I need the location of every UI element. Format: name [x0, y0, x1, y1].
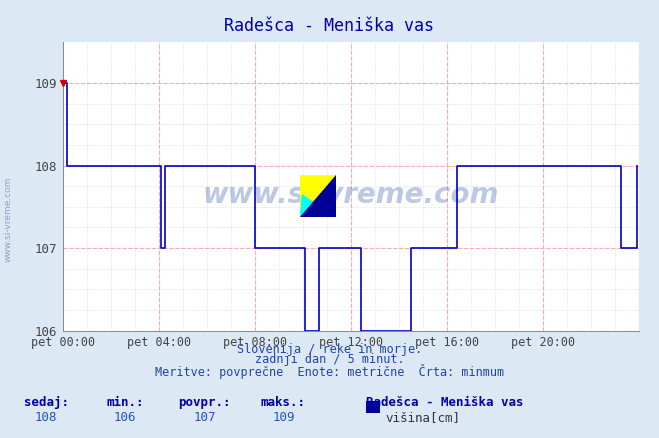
Text: Radešca - Meniška vas: Radešca - Meniška vas — [225, 17, 434, 35]
Text: 107: 107 — [193, 411, 215, 424]
Text: Radešca - Meniška vas: Radešca - Meniška vas — [366, 396, 523, 410]
Text: povpr.:: povpr.: — [178, 396, 231, 410]
Text: www.si-vreme.com: www.si-vreme.com — [203, 181, 499, 209]
Text: Meritve: povprečne  Enote: metrične  Črta: minmum: Meritve: povprečne Enote: metrične Črta:… — [155, 364, 504, 379]
Polygon shape — [300, 194, 336, 217]
Text: www.si-vreme.com: www.si-vreme.com — [3, 177, 13, 261]
Polygon shape — [300, 175, 336, 217]
Polygon shape — [300, 175, 336, 217]
Text: 106: 106 — [114, 411, 136, 424]
Text: višina[cm]: višina[cm] — [386, 411, 461, 424]
Text: 109: 109 — [272, 411, 295, 424]
Text: 108: 108 — [35, 411, 57, 424]
Text: min.:: min.: — [107, 396, 144, 410]
Text: zadnji dan / 5 minut.: zadnji dan / 5 minut. — [254, 353, 405, 367]
Text: maks.:: maks.: — [261, 396, 306, 410]
Text: Slovenija / reke in morje.: Slovenija / reke in morje. — [237, 343, 422, 356]
Text: sedaj:: sedaj: — [24, 396, 69, 410]
